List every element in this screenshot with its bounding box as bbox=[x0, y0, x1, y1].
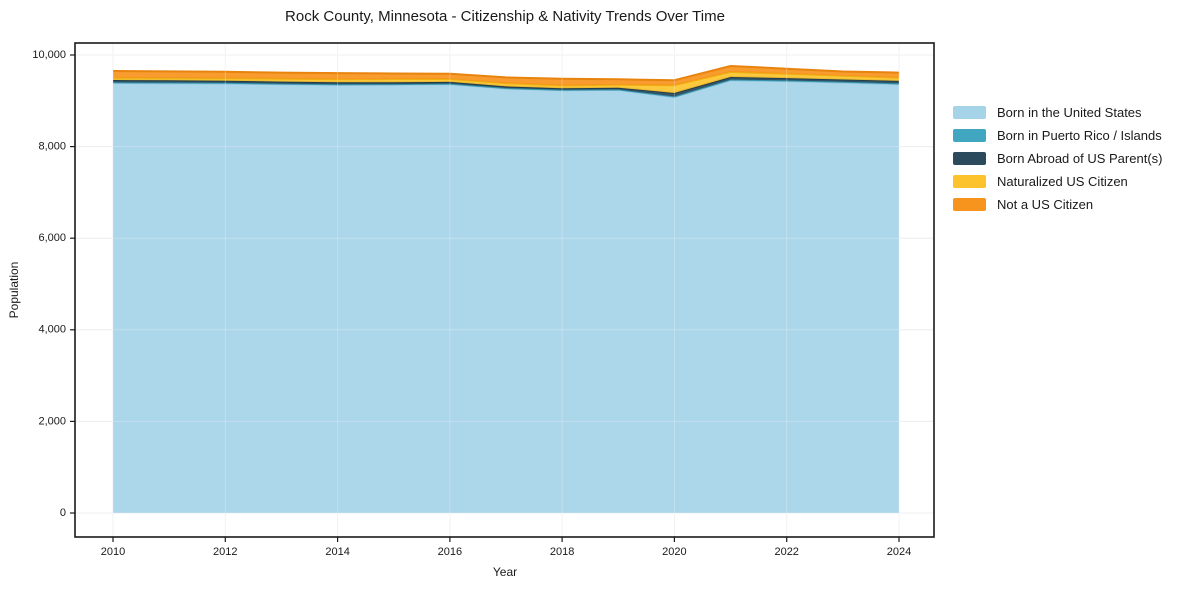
svg-text:0: 0 bbox=[60, 507, 66, 519]
legend-label: Born in Puerto Rico / Islands bbox=[997, 128, 1162, 143]
svg-text:2016: 2016 bbox=[438, 546, 462, 558]
svg-text:6,000: 6,000 bbox=[38, 232, 66, 244]
svg-text:2020: 2020 bbox=[662, 546, 686, 558]
naturalized-swatch-icon bbox=[953, 175, 986, 188]
legend-item-puerto-rico: Born in Puerto Rico / Islands bbox=[953, 129, 1162, 142]
svg-text:2,000: 2,000 bbox=[38, 415, 66, 427]
chart-title: Rock County, Minnesota - Citizenship & N… bbox=[285, 8, 725, 25]
legend-label: Naturalized US Citizen bbox=[997, 174, 1128, 189]
y-axis-title: Population bbox=[7, 261, 21, 319]
svg-text:2010: 2010 bbox=[101, 546, 125, 558]
legend-item-born-abroad: Born Abroad of US Parent(s) bbox=[953, 152, 1162, 165]
svg-text:2018: 2018 bbox=[550, 546, 574, 558]
svg-text:10,000: 10,000 bbox=[32, 49, 66, 61]
svg-text:2012: 2012 bbox=[213, 546, 237, 558]
born-us-swatch-icon bbox=[953, 106, 986, 119]
legend-label: Born Abroad of US Parent(s) bbox=[997, 151, 1163, 166]
legend-item-not-citizen: Not a US Citizen bbox=[953, 198, 1162, 211]
svg-text:2022: 2022 bbox=[774, 546, 798, 558]
svg-text:8,000: 8,000 bbox=[38, 141, 66, 153]
legend-label: Born in the United States bbox=[997, 105, 1142, 120]
not-citizen-swatch-icon bbox=[953, 198, 986, 211]
svg-text:2024: 2024 bbox=[887, 546, 911, 558]
legend-label: Not a US Citizen bbox=[997, 197, 1094, 212]
legend: Born in the United States Born in Puerto… bbox=[953, 106, 1162, 211]
x-axis-title: Year bbox=[492, 565, 518, 579]
legend-item-born-us: Born in the United States bbox=[953, 106, 1162, 119]
svg-text:2014: 2014 bbox=[325, 546, 349, 558]
born-abroad-swatch-icon bbox=[953, 152, 986, 165]
puerto-rico-swatch-icon bbox=[953, 129, 986, 142]
legend-item-naturalized: Naturalized US Citizen bbox=[953, 175, 1162, 188]
svg-text:4,000: 4,000 bbox=[38, 324, 66, 336]
